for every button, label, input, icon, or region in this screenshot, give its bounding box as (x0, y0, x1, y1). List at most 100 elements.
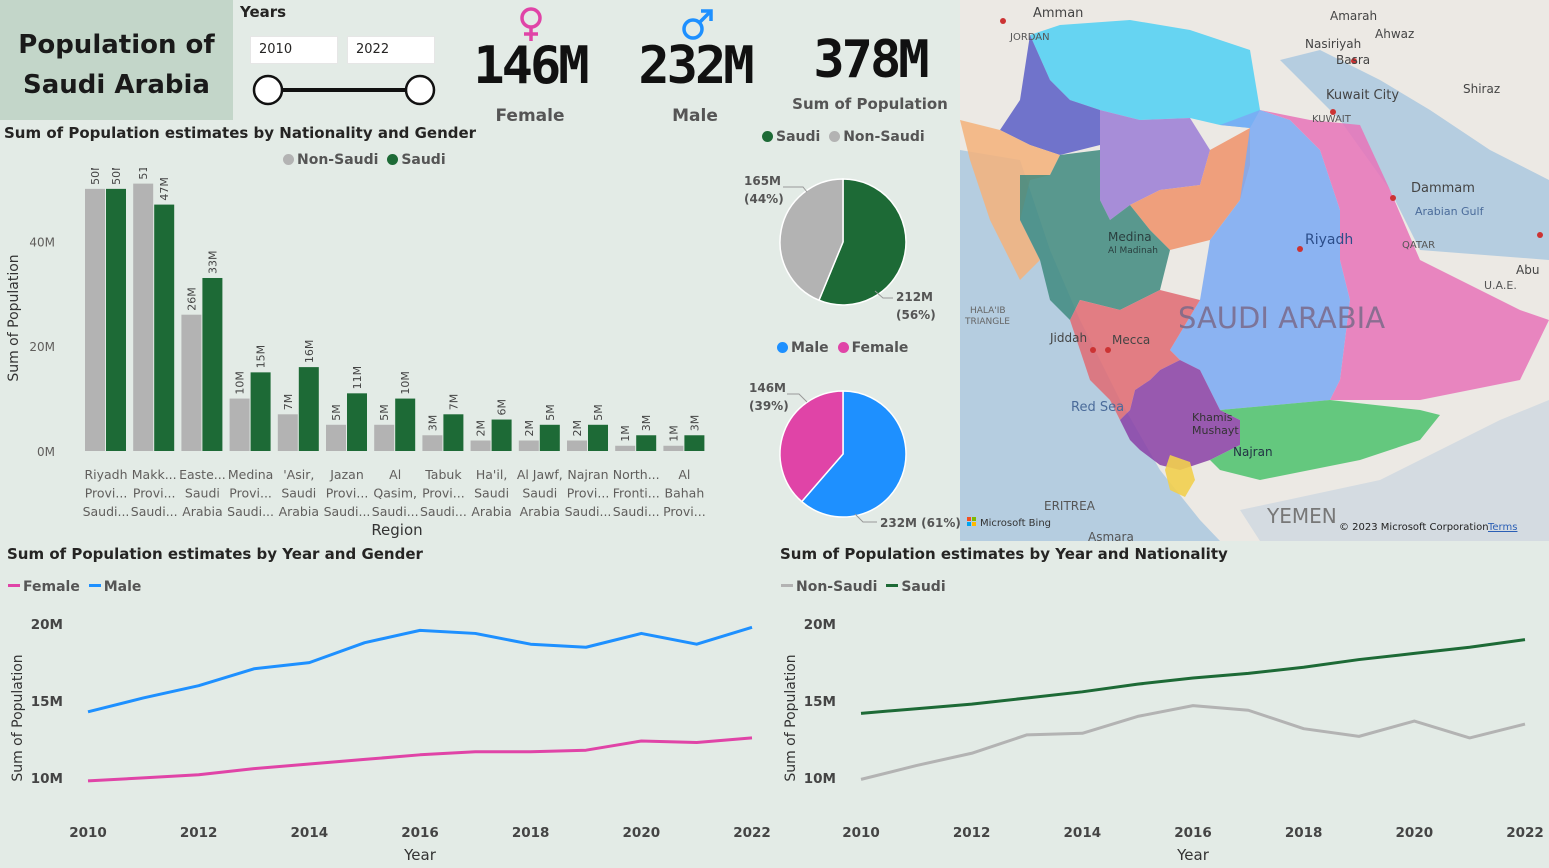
legend-key-female (8, 584, 20, 587)
legend-label-saudi[interactable]: Saudi (901, 579, 946, 595)
map-label: Red Sea (1071, 400, 1124, 415)
arabian-gulf (1280, 50, 1549, 260)
x-tick-label: Provi... (229, 486, 272, 501)
map-visual[interactable]: Amman JORDAN Amarah Ahwaz Nasiriyah Basr… (960, 0, 1549, 541)
bar-saudi[interactable] (154, 204, 175, 451)
bar-saudi[interactable] (202, 277, 223, 451)
legend-label-saudi[interactable]: Saudi (776, 129, 821, 145)
bar-saudi[interactable] (395, 398, 416, 451)
pie-slice-non-saudi[interactable] (779, 178, 844, 302)
bar-non-saudi[interactable] (277, 414, 298, 451)
bar-non-saudi[interactable] (326, 424, 346, 451)
report-title-line2: Saudi Arabia (23, 70, 210, 100)
bar-saudi[interactable] (106, 188, 126, 451)
slider-start-handle[interactable] (252, 74, 284, 106)
bar-non-saudi[interactable] (374, 424, 395, 451)
bar-data-label: 10M (234, 371, 247, 395)
x-tick-label: Al Jawf, (517, 467, 563, 482)
map-label: Amman (1033, 6, 1083, 21)
line-series-saudi[interactable] (860, 638, 1526, 715)
line-gender-legend: Female Male (8, 579, 141, 595)
line-nationality-legend: Non-Saudi Saudi (781, 579, 946, 595)
pie-gender-legend: Male Female (777, 340, 908, 356)
legend-label-female[interactable]: Female (23, 579, 80, 595)
bar-saudi[interactable] (298, 367, 319, 451)
x-tick-label: Saudi... (227, 504, 274, 519)
bar-non-saudi[interactable] (229, 398, 250, 451)
x-tick-label: Qasim, (373, 486, 417, 501)
region-northern-borders (1030, 20, 1260, 128)
x-tick-label: 2020 (623, 825, 661, 841)
x-tick-label: Saudi... (372, 504, 419, 519)
legend-label-non-saudi[interactable]: Non-Saudi (843, 129, 925, 145)
legend-label-female[interactable]: Female (851, 340, 909, 356)
x-tick-label: Saudi... (324, 504, 371, 519)
year-end-input[interactable]: 2022 (347, 36, 435, 64)
x-tick-label: Arabia (471, 504, 511, 519)
year-range-slider[interactable] (248, 70, 444, 110)
map-label: QATAR (1402, 240, 1435, 251)
line-series-non-saudi[interactable] (860, 704, 1526, 781)
pie-slice-saudi[interactable] (817, 178, 907, 306)
bar-saudi[interactable] (443, 414, 464, 451)
bar-saudi[interactable] (491, 419, 512, 451)
year-start-input[interactable]: 2010 (250, 36, 338, 64)
map-country-label: SAUDI ARABIA (1178, 301, 1385, 335)
y-tick-label: 15M (31, 694, 63, 710)
x-tick-label: 2020 (1396, 825, 1434, 841)
legend-label-male[interactable]: Male (103, 579, 142, 595)
pie-nationality-legend: Saudi Non-Saudi (762, 129, 925, 145)
slider-end-handle[interactable] (404, 74, 436, 106)
x-tick-label: 'Asir, (283, 467, 314, 482)
region-riyadh (1170, 110, 1350, 410)
map-label: Kuwait City (1326, 88, 1399, 103)
bar-non-saudi[interactable] (181, 314, 202, 451)
line-series-male[interactable] (87, 625, 753, 714)
bar-non-saudi[interactable] (133, 183, 154, 452)
bar-non-saudi[interactable] (518, 440, 539, 451)
bar-data-label: 2M (571, 420, 584, 437)
legend-key-male (88, 584, 101, 587)
x-tick-label: Arabia (182, 504, 222, 519)
bar-non-saudi[interactable] (663, 445, 684, 451)
male-kpi-value: 232M (638, 36, 754, 96)
legend-label-saudi[interactable]: Saudi (401, 152, 446, 168)
bar-non-saudi[interactable] (567, 440, 587, 451)
bar-chart[interactable]: 0M 20M 40M Sum of Population Region 50M 50M Riy… (0, 168, 720, 543)
pie-slice-male[interactable] (800, 390, 907, 518)
total-kpi-value: 378M (813, 30, 929, 90)
x-tick-label: 2014 (291, 825, 329, 841)
bar-data-label: 50M (89, 168, 102, 185)
map-label: Dammam (1411, 181, 1475, 196)
line-nationality-title: Sum of Population estimates by Year and … (780, 545, 1228, 563)
bar-saudi[interactable] (539, 424, 560, 451)
legend-label-male[interactable]: Male (791, 340, 829, 356)
bar-data-label: 7M (447, 394, 460, 411)
bar-non-saudi[interactable] (470, 440, 491, 451)
bar-saudi[interactable] (684, 435, 705, 451)
x-tick-label: Saudi... (83, 504, 130, 519)
legend-label-non-saudi[interactable]: Non-Saudi (297, 152, 379, 168)
pie-slice-female[interactable] (779, 390, 844, 503)
bar-non-saudi[interactable] (85, 188, 105, 451)
saudi-arabia-map[interactable]: Amman JORDAN Amarah Ahwaz Nasiriyah Basr… (960, 0, 1549, 541)
pie-chart-gender[interactable]: 146M (39%) 232M (61%) (735, 372, 960, 540)
bar-saudi[interactable] (588, 424, 608, 451)
x-tick-label: Medina (228, 467, 273, 482)
bar-saudi[interactable] (636, 435, 657, 451)
bar-non-saudi[interactable] (422, 435, 443, 451)
x-tick-label: 2010 (69, 825, 107, 841)
bar-non-saudi[interactable] (615, 445, 636, 451)
arabian-sea-area (1240, 400, 1549, 541)
line-chart-nationality[interactable]: 10M 15M 20M 2010 2012 2014 2016 2018 2020 2022 Yea… (773, 598, 1549, 868)
legend-label-non-saudi[interactable]: Non-Saudi (796, 579, 878, 595)
line-chart-gender[interactable]: 10M 15M 20M 2010 2012 2014 2016 2018 2020 2022 Yea… (0, 598, 770, 868)
bar-data-label: 3M (688, 415, 701, 432)
map-terms-link[interactable]: Terms (1487, 522, 1517, 533)
pie-chart-nationality[interactable]: 165M (44%) 212M (56%) (735, 160, 960, 330)
line-series-female[interactable] (87, 736, 753, 783)
x-tick-label: Ha'il, (476, 467, 507, 482)
bar-saudi[interactable] (347, 393, 367, 451)
bar-saudi[interactable] (250, 372, 271, 451)
map-label: Khamis (1192, 411, 1233, 424)
